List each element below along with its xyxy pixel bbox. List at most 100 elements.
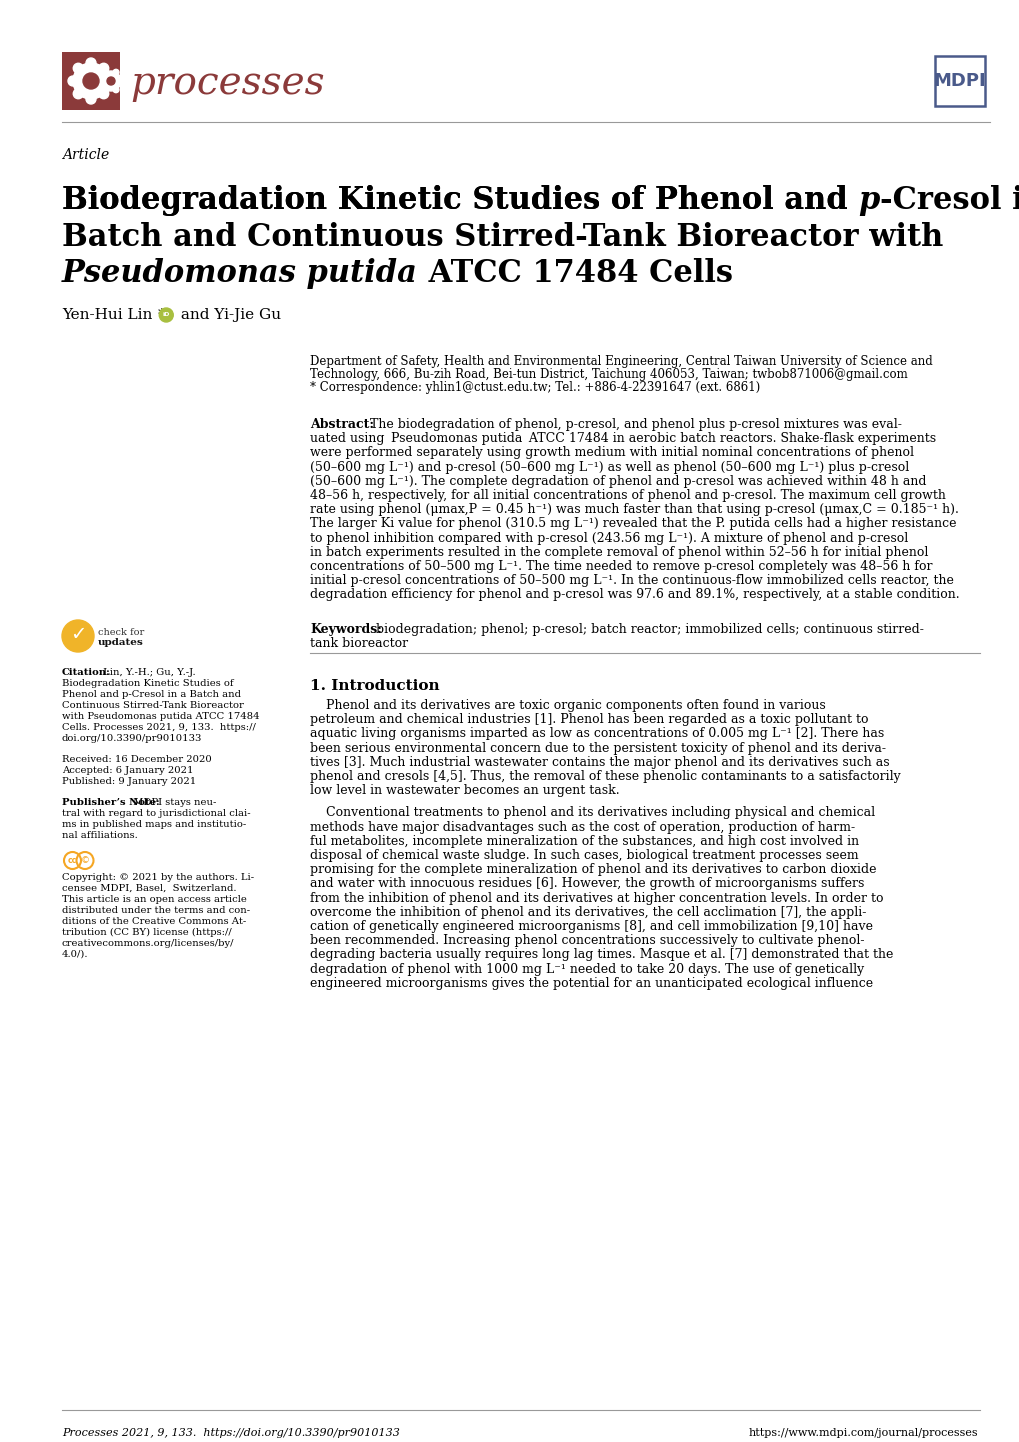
Circle shape: [103, 69, 109, 75]
Circle shape: [68, 76, 77, 87]
Circle shape: [118, 78, 124, 84]
Text: uated using  Pseudomonas putida  ATCC 17484 in aerobic batch reactors. Shake-fla: uated using Pseudomonas putida ATCC 1748…: [310, 433, 935, 446]
Text: Technology, 666, Bu-zih Road, Bei-tun District, Taichung 406053, Taiwan; twbob87: Technology, 666, Bu-zih Road, Bei-tun Di…: [310, 368, 907, 381]
Text: ATCC 17484 Cells: ATCC 17484 Cells: [418, 258, 733, 288]
Circle shape: [86, 94, 96, 104]
Circle shape: [73, 63, 109, 99]
Text: Citation:: Citation:: [62, 668, 111, 676]
Text: petroleum and chemical industries [1]. Phenol has been regarded as a toxic pollu: petroleum and chemical industries [1]. P…: [310, 714, 867, 727]
Text: Copyright: © 2021 by the authors. Li-: Copyright: © 2021 by the authors. Li-: [62, 872, 254, 883]
Circle shape: [103, 87, 109, 92]
Text: in batch experiments resulted in the complete removal of phenol within 52–56 h f: in batch experiments resulted in the com…: [310, 547, 927, 559]
Text: censee MDPI, Basel,  Switzerland.: censee MDPI, Basel, Switzerland.: [62, 884, 236, 893]
Text: Lin, Y.-H.; Gu, Y.-J.: Lin, Y.-H.; Gu, Y.-J.: [100, 668, 196, 676]
Text: Article: Article: [62, 149, 109, 162]
Circle shape: [83, 74, 99, 89]
Text: (50–600 mg L⁻¹). The complete degradation of phenol and p-cresol was achieved wi: (50–600 mg L⁻¹). The complete degradatio…: [310, 474, 925, 487]
Text: The larger Ki value for phenol (310.5 mg L⁻¹) revealed that the P. putida cells : The larger Ki value for phenol (310.5 mg…: [310, 518, 956, 531]
Text: Biodegradation Kinetic Studies of: Biodegradation Kinetic Studies of: [62, 679, 233, 688]
Text: were performed separately using growth medium with initial nominal concentration: were performed separately using growth m…: [310, 447, 913, 460]
Text: ful metabolites, incomplete mineralization of the substances, and high cost invo: ful metabolites, incomplete mineralizati…: [310, 835, 858, 848]
Text: Abstract:: Abstract:: [310, 418, 374, 431]
Text: cc: cc: [68, 857, 77, 865]
Text: ms in published maps and institutio-: ms in published maps and institutio-: [62, 820, 246, 829]
Text: disposal of chemical waste sludge. In such cases, biological treatment processes: disposal of chemical waste sludge. In su…: [310, 849, 858, 862]
Text: p: p: [858, 185, 879, 216]
Text: Biodegradation Kinetic Studies of Phenol and: Biodegradation Kinetic Studies of Phenol…: [62, 185, 858, 216]
Text: phenol and cresols [4,5]. Thus, the removal of these phenolic contaminants to a : phenol and cresols [4,5]. Thus, the remo…: [310, 770, 900, 783]
Circle shape: [113, 87, 119, 92]
Text: 48–56 h, respectively, for all initial concentrations of phenol and p-cresol. Th: 48–56 h, respectively, for all initial c…: [310, 489, 945, 502]
Text: iD: iD: [162, 313, 170, 317]
Text: MDPI: MDPI: [932, 72, 985, 89]
Text: initial p-cresol concentrations of 50–500 mg L⁻¹. In the continuous-flow immobil: initial p-cresol concentrations of 50–50…: [310, 574, 953, 587]
Text: degrading bacteria usually requires long lag times. Masque et al. [7] demonstrat: degrading bacteria usually requires long…: [310, 949, 893, 962]
Text: tank bioreactor: tank bioreactor: [310, 637, 408, 650]
Text: Pseudomonas putida: Pseudomonas putida: [62, 258, 418, 288]
Text: ditions of the Creative Commons At-: ditions of the Creative Commons At-: [62, 917, 246, 926]
Circle shape: [107, 76, 115, 85]
Text: (50–600 mg L⁻¹) and p-cresol (50–600 mg L⁻¹) as well as phenol (50–600 mg L⁻¹) p: (50–600 mg L⁻¹) and p-cresol (50–600 mg …: [310, 460, 908, 473]
Text: distributed under the terms and con-: distributed under the terms and con-: [62, 906, 250, 916]
Text: Batch and Continuous Stirred-Tank Bioreactor with: Batch and Continuous Stirred-Tank Biorea…: [62, 222, 943, 252]
Text: rate using phenol (μmax,P = 0.45 h⁻¹) was much faster than that using p-cresol (: rate using phenol (μmax,P = 0.45 h⁻¹) wa…: [310, 503, 958, 516]
Text: Yen-Hui Lin: Yen-Hui Lin: [62, 309, 157, 322]
Text: concentrations of 50–500 mg L⁻¹. The time needed to remove p-cresol completely w: concentrations of 50–500 mg L⁻¹. The tim…: [310, 559, 931, 572]
Text: Phenol and its derivatives are toxic organic components often found in various: Phenol and its derivatives are toxic org…: [310, 699, 825, 712]
Text: tives [3]. Much industrial wastewater contains the major phenol and its derivati: tives [3]. Much industrial wastewater co…: [310, 756, 889, 769]
Text: check for: check for: [98, 629, 144, 637]
Text: Biodegradation Kinetic Studies of Phenol and: Biodegradation Kinetic Studies of Phenol…: [62, 185, 858, 216]
Text: degradation of phenol with 1000 mg L⁻¹ needed to take 20 days. The use of geneti: degradation of phenol with 1000 mg L⁻¹ n…: [310, 963, 863, 976]
Text: Keywords:: Keywords:: [310, 623, 381, 636]
Text: been serious environmental concern due to the persistent toxicity of phenol and : been serious environmental concern due t…: [310, 741, 886, 754]
Text: ✓: ✓: [69, 624, 86, 643]
Text: tribution (CC BY) license (https://: tribution (CC BY) license (https://: [62, 929, 231, 937]
Circle shape: [73, 63, 84, 74]
Text: to phenol inhibition compared with p-cresol (243.56 mg L⁻¹). A mixture of phenol: to phenol inhibition compared with p-cre…: [310, 532, 907, 545]
Text: promising for the complete mineralization of phenol and its derivatives to carbo: promising for the complete mineralizatio…: [310, 864, 875, 877]
Text: Publisher’s Note:: Publisher’s Note:: [62, 797, 159, 808]
Text: Cells. Processes 2021, 9, 133.  https://: Cells. Processes 2021, 9, 133. https://: [62, 722, 256, 733]
Text: and Yi-Jie Gu: and Yi-Jie Gu: [176, 309, 281, 322]
Circle shape: [62, 620, 94, 652]
Text: Department of Safety, Health and Environmental Engineering, Central Taiwan Unive: Department of Safety, Health and Environ…: [310, 355, 931, 368]
Text: The biodegradation of phenol, p-cresol, and phenol plus p-cresol mixtures was ev: The biodegradation of phenol, p-cresol, …: [366, 418, 901, 431]
Text: engineered microorganisms gives the potential for an unanticipated ecological in: engineered microorganisms gives the pote…: [310, 976, 872, 989]
Text: tral with regard to jurisdictional clai-: tral with regard to jurisdictional clai-: [62, 809, 251, 818]
Circle shape: [99, 89, 109, 98]
Circle shape: [113, 69, 119, 75]
Text: p: p: [858, 185, 879, 216]
Text: *: *: [157, 309, 165, 322]
Text: low level in wastewater becomes an urgent task.: low level in wastewater becomes an urgen…: [310, 784, 619, 797]
Circle shape: [86, 58, 96, 68]
Text: Phenol and p-Cresol in a Batch and: Phenol and p-Cresol in a Batch and: [62, 691, 240, 699]
Text: https://www.mdpi.com/journal/processes: https://www.mdpi.com/journal/processes: [748, 1428, 977, 1438]
Text: Continuous Stirred-Tank Bioreactor: Continuous Stirred-Tank Bioreactor: [62, 701, 244, 709]
Circle shape: [73, 89, 84, 98]
Text: been recommended. Increasing phenol concentrations successively to cultivate phe: been recommended. Increasing phenol conc…: [310, 934, 864, 947]
Circle shape: [99, 63, 109, 74]
Text: overcome the inhibition of phenol and its derivatives, the cell acclimation [7],: overcome the inhibition of phenol and it…: [310, 906, 865, 919]
Text: methods have major disadvantages such as the cost of operation, production of ha: methods have major disadvantages such as…: [310, 820, 854, 833]
Text: This article is an open access article: This article is an open access article: [62, 895, 247, 904]
Text: from the inhibition of phenol and its derivatives at higher concentration levels: from the inhibition of phenol and its de…: [310, 891, 882, 904]
Text: doi.org/10.3390/pr9010133: doi.org/10.3390/pr9010133: [62, 734, 202, 743]
Text: and water with innocuous residues [6]. However, the growth of microorganisms suf: and water with innocuous residues [6]. H…: [310, 877, 863, 890]
Text: 1. Introduction: 1. Introduction: [310, 679, 439, 694]
Text: -Cresol in a: -Cresol in a: [879, 185, 1019, 216]
Text: Processes 2021, 9, 133.  https://doi.org/10.3390/pr9010133: Processes 2021, 9, 133. https://doi.org/…: [62, 1428, 399, 1438]
Text: degradation efficiency for phenol and p-cresol was 97.6 and 89.1%, respectively,: degradation efficiency for phenol and p-…: [310, 588, 959, 601]
Text: biodegradation; phenol; p-cresol; batch reactor; immobilized cells; continuous s: biodegradation; phenol; p-cresol; batch …: [372, 623, 923, 636]
Text: Received: 16 December 2020: Received: 16 December 2020: [62, 756, 212, 764]
Bar: [62, 52, 120, 110]
Circle shape: [101, 71, 121, 91]
Text: ©: ©: [81, 857, 90, 865]
Text: cation of genetically engineered microorganisms [8], and cell immobilization [9,: cation of genetically engineered microor…: [310, 920, 872, 933]
Circle shape: [104, 76, 114, 87]
Circle shape: [98, 78, 104, 84]
Text: Accepted: 6 January 2021: Accepted: 6 January 2021: [62, 766, 194, 774]
Text: nal affiliations.: nal affiliations.: [62, 831, 138, 841]
Circle shape: [159, 309, 173, 322]
Text: * Correspondence: yhlin1@ctust.edu.tw; Tel.: +886-4-22391647 (ext. 6861): * Correspondence: yhlin1@ctust.edu.tw; T…: [310, 381, 759, 394]
Text: creativecommons.org/licenses/by/: creativecommons.org/licenses/by/: [62, 939, 234, 947]
